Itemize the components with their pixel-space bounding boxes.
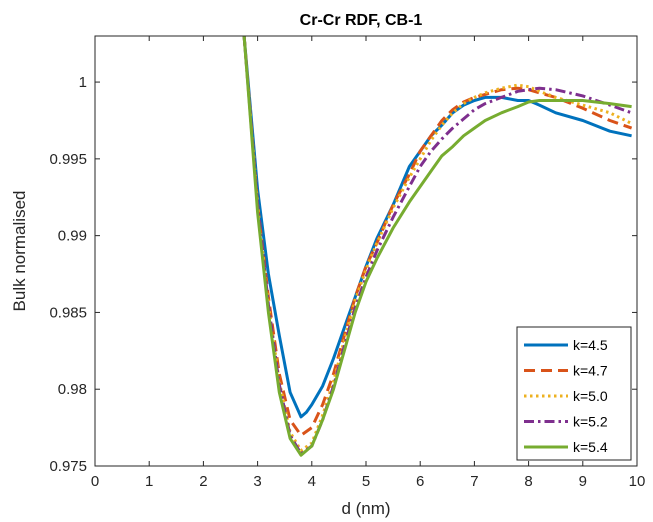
x-tick-label: 7 bbox=[470, 473, 478, 490]
x-tick-label: 8 bbox=[524, 473, 532, 490]
y-axis-title: Bulk normalised bbox=[10, 191, 29, 312]
x-tick-label: 9 bbox=[579, 473, 587, 490]
y-tick-label: 0.975 bbox=[49, 458, 87, 475]
y-tick-label: 0.99 bbox=[58, 228, 87, 245]
legend-label-4: k=5.2 bbox=[573, 414, 608, 430]
legend: k=4.5 k=4.7 k=5.0 k=5.2 k=5.4 bbox=[516, 326, 632, 461]
x-tick-label: 2 bbox=[199, 473, 207, 490]
x-tick-label: 1 bbox=[145, 473, 153, 490]
x-tick-label: 5 bbox=[362, 473, 370, 490]
x-tick-label: 10 bbox=[629, 473, 646, 490]
plot-series bbox=[242, 35, 633, 457]
legend-label-2: k=4.7 bbox=[573, 363, 608, 379]
x-tick-label: 6 bbox=[416, 473, 424, 490]
series-line-4 bbox=[242, 35, 633, 456]
y-tick-label: 0.985 bbox=[49, 304, 87, 321]
legend-label-1: k=4.5 bbox=[573, 337, 608, 353]
y-tick-label: 1 bbox=[79, 74, 87, 91]
legend-box bbox=[516, 326, 632, 461]
series-line-5 bbox=[242, 35, 632, 457]
legend-label-5: k=5.4 bbox=[573, 439, 608, 455]
x-tick-label: 4 bbox=[308, 473, 316, 490]
x-axis: 0 1 2 3 4 5 6 7 8 9 10 bbox=[91, 36, 646, 490]
plot-frame bbox=[94, 35, 638, 467]
x-tick-label: 3 bbox=[253, 473, 261, 490]
y-axis: 0.975 0.98 0.985 0.99 0.995 1 bbox=[49, 74, 637, 475]
y-tick-label: 0.995 bbox=[49, 151, 87, 168]
y-tick-label: 0.98 bbox=[58, 381, 87, 398]
legend-label-3: k=5.0 bbox=[573, 388, 608, 404]
x-tick-label: 0 bbox=[91, 473, 99, 490]
series-line-3 bbox=[242, 35, 633, 453]
chart-title: Cr-Cr RDF, CB-1 bbox=[300, 12, 423, 29]
x-axis-title: d (nm) bbox=[341, 499, 390, 518]
